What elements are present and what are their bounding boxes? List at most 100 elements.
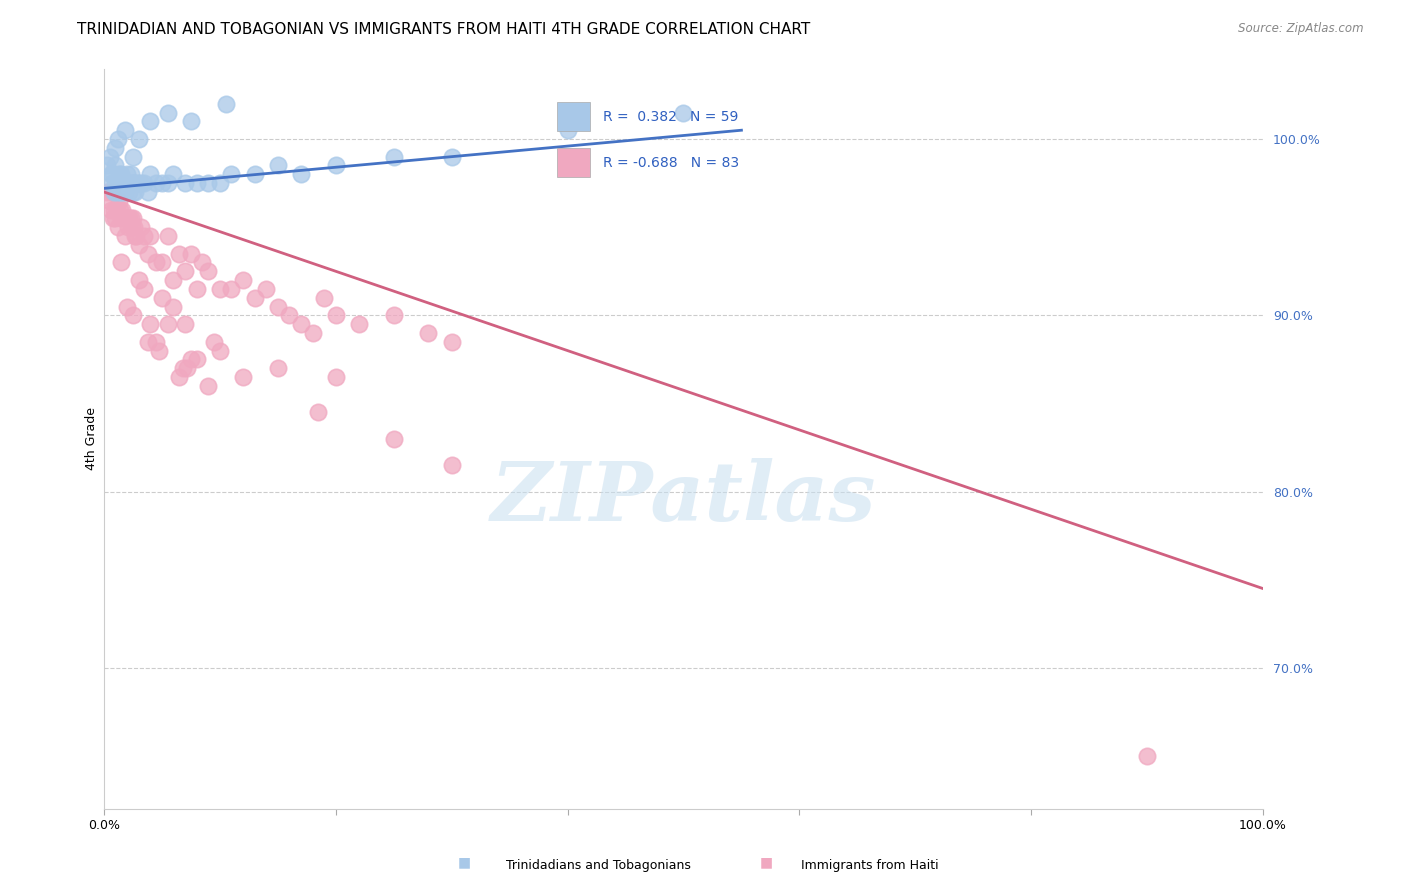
Point — [672, 105, 695, 120]
Point — [108, 202, 131, 217]
Point — [108, 185, 131, 199]
Point — [232, 273, 254, 287]
Point — [307, 405, 329, 419]
Point — [162, 273, 184, 287]
Point — [156, 105, 179, 120]
Point — [278, 309, 301, 323]
Point — [121, 211, 143, 226]
Point — [267, 300, 290, 314]
Point — [150, 291, 173, 305]
Point — [325, 159, 347, 173]
Point — [105, 202, 128, 217]
Text: Trinidadians and Tobagonians: Trinidadians and Tobagonians — [506, 859, 690, 872]
Y-axis label: 4th Grade: 4th Grade — [86, 408, 98, 470]
Point — [232, 370, 254, 384]
Point — [107, 132, 129, 146]
Point — [124, 229, 146, 244]
Point — [208, 176, 231, 190]
Point — [162, 167, 184, 181]
Point — [101, 185, 124, 199]
Point — [314, 291, 336, 305]
Point — [108, 167, 131, 181]
Point — [103, 185, 125, 199]
Point — [122, 220, 145, 235]
Point — [208, 343, 231, 358]
Point — [104, 176, 127, 190]
Point — [110, 255, 132, 269]
Point — [129, 220, 152, 235]
Point — [115, 176, 138, 190]
Point — [197, 379, 219, 393]
Point — [382, 432, 405, 446]
Point — [174, 317, 197, 331]
Point — [101, 211, 124, 226]
Text: ■: ■ — [759, 855, 773, 870]
Point — [134, 176, 156, 190]
Point — [101, 167, 124, 181]
Point — [104, 211, 127, 226]
Point — [120, 211, 142, 226]
Point — [103, 202, 125, 217]
Point — [117, 220, 139, 235]
Point — [174, 264, 197, 278]
Point — [125, 229, 148, 244]
Point — [325, 370, 347, 384]
Point — [208, 282, 231, 296]
Point — [114, 123, 136, 137]
Point — [115, 300, 138, 314]
Point — [121, 220, 143, 235]
Point — [156, 176, 179, 190]
Point — [115, 176, 138, 190]
Text: Immigrants from Haiti: Immigrants from Haiti — [801, 859, 939, 872]
Point — [115, 211, 138, 226]
Point — [156, 229, 179, 244]
Text: Source: ZipAtlas.com: Source: ZipAtlas.com — [1239, 22, 1364, 36]
Point — [114, 185, 136, 199]
Point — [145, 334, 167, 349]
Point — [139, 167, 162, 181]
Point — [128, 176, 150, 190]
Point — [557, 123, 579, 137]
Point — [440, 150, 463, 164]
Point — [382, 309, 405, 323]
Point — [150, 255, 173, 269]
Point — [139, 229, 162, 244]
Point — [96, 185, 118, 199]
Point — [134, 282, 156, 296]
Point — [134, 229, 156, 244]
Point — [186, 282, 208, 296]
Point — [100, 167, 122, 181]
Point — [111, 202, 134, 217]
Point — [186, 352, 208, 367]
Point — [1136, 749, 1159, 764]
Text: TRINIDADIAN AND TOBAGONIAN VS IMMIGRANTS FROM HAITI 4TH GRADE CORRELATION CHART: TRINIDADIAN AND TOBAGONIAN VS IMMIGRANTS… — [77, 22, 811, 37]
Point — [98, 150, 121, 164]
Point — [325, 309, 347, 323]
Point — [186, 176, 208, 190]
Point — [105, 185, 128, 199]
Point — [145, 255, 167, 269]
Point — [167, 246, 190, 260]
Point — [111, 185, 134, 199]
Point — [156, 317, 179, 331]
Text: ■: ■ — [457, 855, 471, 870]
Point — [125, 176, 148, 190]
Point — [167, 370, 190, 384]
Point — [136, 246, 159, 260]
Point — [122, 176, 145, 190]
Point — [440, 458, 463, 473]
Point — [108, 194, 131, 208]
Point — [96, 159, 118, 173]
Point — [136, 185, 159, 199]
Point — [121, 309, 143, 323]
Point — [121, 150, 143, 164]
Point — [124, 185, 146, 199]
Point — [418, 326, 440, 340]
Point — [202, 334, 225, 349]
Point — [118, 185, 141, 199]
Point — [180, 114, 202, 128]
Point — [197, 264, 219, 278]
Point — [128, 237, 150, 252]
Point — [101, 176, 124, 190]
Point — [110, 176, 132, 190]
